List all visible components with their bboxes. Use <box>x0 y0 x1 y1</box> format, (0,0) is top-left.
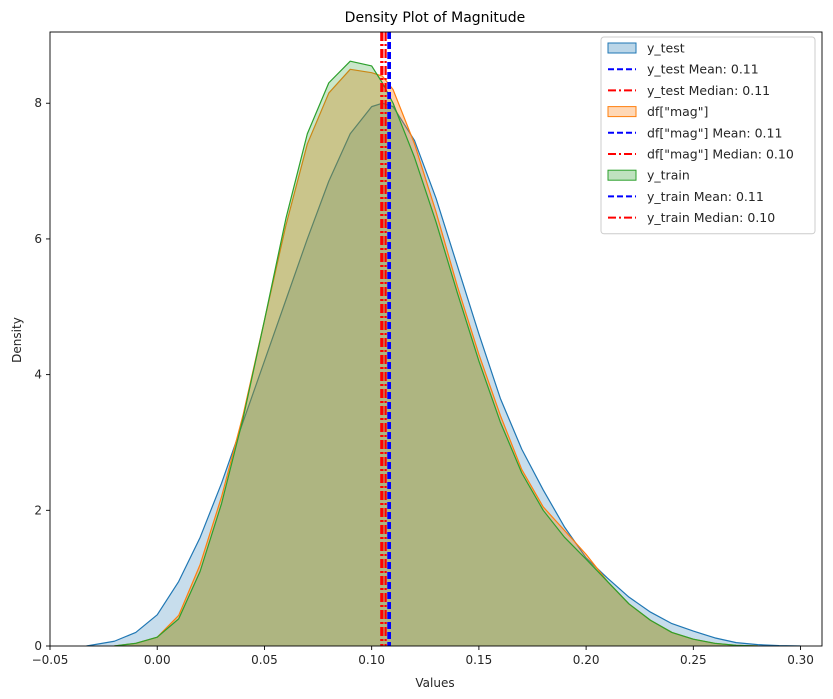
density-area-y-train <box>114 61 758 646</box>
legend-label: df["mag"] <box>647 104 708 119</box>
legend-label: y_test Mean: 0.11 <box>647 62 759 77</box>
y-tick-label: 6 <box>34 232 42 246</box>
x-axis-title: Values <box>415 676 454 690</box>
legend-label: y_test <box>647 41 685 56</box>
x-tick-label: 0.30 <box>787 653 814 667</box>
y-axis-title: Density <box>10 317 24 363</box>
legend-label: y_train Median: 0.10 <box>647 210 775 225</box>
chart-title: Density Plot of Magnitude <box>345 10 526 26</box>
axes: −0.05 0.00 0.05 0.10 0.15 0.20 0.25 0.30 0 2 4 6 8 <box>32 31 823 667</box>
legend-label: df["mag"] Mean: 0.11 <box>647 125 782 140</box>
x-tick-label: −0.05 <box>32 653 69 667</box>
legend: y_test y_test Mean: 0.11 y_test Median: 0.… <box>600 36 816 235</box>
density-line-y-train <box>114 60 758 646</box>
y-tick-label: 4 <box>34 368 42 382</box>
density-line-y-test <box>86 102 801 646</box>
x-tick-label: 0.15 <box>466 653 493 667</box>
y-tick-label: 2 <box>34 503 42 517</box>
plot-area <box>86 32 801 646</box>
y-tick-label: 0 <box>34 639 42 653</box>
legend-label: y_test Median: 0.11 <box>647 83 770 98</box>
density-area-y-test <box>86 103 801 646</box>
x-tick-label: 0.00 <box>144 653 171 667</box>
y-tick-label: 8 <box>34 96 42 110</box>
legend-label: y_train Mean: 0.11 <box>647 189 764 204</box>
legend-box <box>600 36 816 235</box>
density-area-df-mag <box>114 69 758 646</box>
plot-frame <box>49 31 823 647</box>
legend-swatch <box>607 42 637 54</box>
x-tick-label: 0.20 <box>573 653 600 667</box>
legend-label: y_train <box>647 168 690 183</box>
legend-swatch <box>607 106 637 118</box>
x-tick-label: 0.25 <box>680 653 707 667</box>
plot-clip-group <box>86 32 801 646</box>
legend-label: df["mag"] Median: 0.10 <box>647 147 794 162</box>
legend-swatch <box>607 169 637 181</box>
x-tick-label: 0.10 <box>358 653 385 667</box>
x-tick-label: 0.05 <box>251 653 278 667</box>
